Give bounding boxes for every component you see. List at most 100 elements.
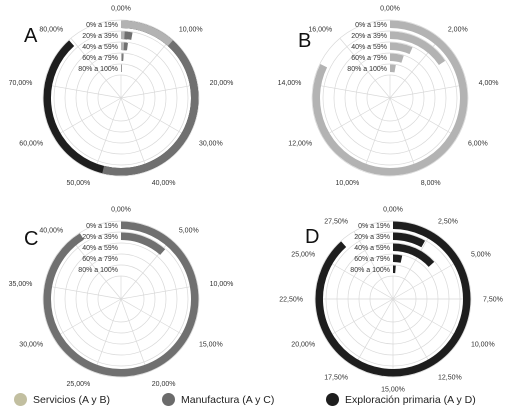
grid-spoke-inner: [389, 97, 411, 110]
tick-label: 0,00%: [380, 6, 400, 13]
tick-label: 2,50%: [438, 219, 458, 226]
legend-item-manufactura: Manufactura (A y C): [162, 393, 274, 406]
tick-label: 60,00%: [19, 141, 43, 148]
tick-label: 20,00%: [291, 342, 315, 349]
grid-ring: [344, 52, 436, 144]
grid-spoke-inner: [381, 278, 394, 300]
tick-label: 30,00%: [19, 342, 43, 349]
grid-spoke-inner: [120, 294, 144, 300]
tick-label: 6,00%: [468, 141, 488, 148]
grid-ring: [322, 30, 458, 166]
grid-spoke-inner: [381, 298, 394, 320]
legend-swatch-manufactura: [162, 393, 175, 406]
tick-label: 20,00%: [210, 80, 234, 87]
grid-spoke: [140, 109, 189, 138]
radial-bar: [120, 20, 173, 47]
grid-spoke: [397, 119, 418, 172]
chart-panel-c: C 0,00% 5,00% 10,00% 15,00% 20,00% 25,00% 30,00…: [9, 207, 234, 389]
tick-label: 5,00%: [179, 228, 199, 235]
category-label: 20% a 39%: [354, 234, 390, 241]
grid-spoke-inner: [381, 97, 391, 120]
legend-swatch-exploracion: [326, 393, 339, 406]
grid-spoke: [44, 84, 99, 95]
tick-label: 20,00%: [152, 381, 176, 388]
grid-ring: [355, 63, 425, 133]
legend-item-servicios: Servicios (A y B): [14, 393, 110, 406]
category-label: 0% a 19%: [358, 223, 390, 230]
grid-spoke-inner: [98, 93, 122, 99]
tick-label: 0,00%: [383, 207, 403, 214]
category-label: 40% a 59%: [82, 44, 118, 51]
grid-spoke-inner: [372, 298, 394, 311]
grid-spoke: [53, 109, 102, 138]
tick-label: 22,50%: [279, 297, 303, 304]
category-label: 40% a 59%: [354, 245, 390, 252]
grid-spoke-inner: [392, 298, 414, 311]
category-label: 20% a 39%: [82, 234, 118, 241]
tick-label: 5,00%: [471, 252, 491, 259]
grid-spoke-inner: [120, 281, 137, 300]
category-label: 20% a 39%: [82, 33, 118, 40]
grid-ring: [64, 41, 178, 155]
radial-bar: [392, 254, 403, 263]
grid-spoke: [313, 84, 368, 95]
grid-ring: [86, 264, 156, 334]
tick-label: 14,00%: [278, 80, 302, 87]
grid-spoke-inner: [120, 93, 144, 99]
grid-spoke: [325, 310, 374, 339]
category-label: 80% a 100%: [350, 267, 390, 274]
grid-spoke-inner: [105, 281, 122, 300]
category-label: 40% a 59%: [351, 44, 387, 51]
panel-letter: C: [24, 228, 38, 250]
grid-spoke-inner: [120, 298, 142, 311]
tick-label: 10,00%: [471, 342, 495, 349]
grid-spoke: [353, 231, 382, 280]
grid-spoke: [44, 285, 99, 296]
tick-label: 12,00%: [288, 141, 312, 148]
grid-ring: [75, 52, 167, 144]
grid-ring: [64, 242, 178, 356]
grid-spoke: [70, 239, 107, 282]
category-label: 60% a 79%: [354, 256, 390, 263]
grid-spoke-inner: [100, 298, 122, 311]
grid-spoke: [362, 119, 383, 172]
tick-label: 25,00%: [66, 381, 90, 388]
radial-bar: [120, 232, 166, 255]
tick-label: 80,00%: [39, 27, 63, 34]
panel-letter: D: [305, 226, 319, 248]
grid-spoke: [339, 38, 376, 81]
tick-label: 10,00%: [335, 180, 359, 187]
grid-spoke-inner: [120, 298, 130, 321]
legend-label-exploracion: Exploración primaria (A y D): [345, 393, 476, 406]
category-label: 80% a 100%: [347, 66, 387, 73]
chart-panel-a: A 0,00% 10,00% 20,00% 30,00% 40,00% 50,00% 60,0…: [9, 6, 234, 188]
grid-spoke: [143, 285, 198, 296]
category-label: 80% a 100%: [78, 267, 118, 274]
category-label: 60% a 79%: [82, 256, 118, 263]
grid-spoke: [404, 38, 441, 81]
grid-spoke-inner: [374, 80, 391, 99]
tick-label: 4,00%: [479, 80, 499, 87]
tick-label: 27,50%: [324, 219, 348, 226]
tick-label: 7,50%: [483, 297, 503, 304]
radial-bar: [389, 31, 446, 66]
tick-label: 0,00%: [111, 207, 131, 214]
tick-label: 70,00%: [9, 80, 33, 87]
tick-label: 12,50%: [438, 374, 462, 381]
grid-spoke: [322, 109, 371, 138]
category-label: 60% a 79%: [82, 55, 118, 62]
grid-spoke-inner: [98, 294, 122, 300]
grid-spoke-inner: [112, 298, 122, 321]
grid-ring: [311, 19, 469, 177]
tick-label: 35,00%: [9, 281, 33, 288]
grid-spoke-inner: [392, 287, 414, 300]
grid-spoke-inner: [389, 80, 406, 99]
grid-spoke: [128, 320, 149, 373]
grid-ring: [42, 220, 200, 378]
legend-swatch-servicios: [14, 393, 27, 406]
grid-spoke: [93, 119, 114, 172]
grid-spoke: [143, 84, 198, 95]
grid-ring: [42, 19, 200, 177]
grid-spoke-inner: [392, 278, 405, 300]
